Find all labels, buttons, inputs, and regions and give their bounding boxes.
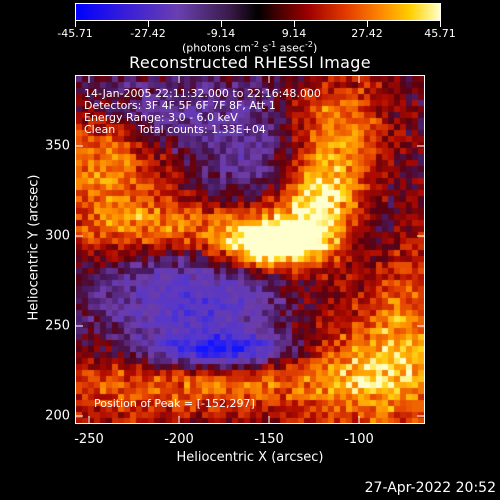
rhessi-image <box>76 76 424 423</box>
plot-area: 14-Jan-2005 22:11:32.000 to 22:16:48.000… <box>75 75 425 424</box>
x-tick-label: -250 <box>74 432 104 447</box>
colorbar-tick <box>440 21 441 27</box>
y-axis-title: Heliocentric Y (arcsec) <box>26 174 42 321</box>
y-tick-label: 250 <box>45 318 70 334</box>
overlay-method: Clean <box>84 123 116 136</box>
colorbar-tick-label: -9.14 <box>206 27 236 40</box>
overlay-peak-position: Position of Peak = [-152,297] <box>94 397 255 410</box>
colorbar-gradient <box>76 4 440 20</box>
x-tick-label: -100 <box>344 432 374 447</box>
x-axis-title: Heliocentric X (arcsec) <box>176 450 324 465</box>
timestamp: 27-Apr-2022 20:52 <box>364 480 496 496</box>
colorbar-tick-label: -45.71 <box>57 27 93 40</box>
y-tick-label: 350 <box>45 138 70 154</box>
overlay-energy-range: Energy Range: 3.0 - 6.0 keV <box>84 111 238 124</box>
colorbar <box>75 3 441 21</box>
x-tick-label: -200 <box>164 432 194 447</box>
colorbar-tick <box>367 21 368 27</box>
colorbar-tick-label: 45.71 <box>424 27 456 40</box>
colorbar-tick-label: -27.42 <box>130 27 166 40</box>
overlay-detectors: Detectors: 3F 4F 5F 6F 7F 8F, Att 1 <box>84 99 276 112</box>
x-tick-label: -150 <box>254 432 284 447</box>
y-tick-label: 300 <box>45 228 70 244</box>
colorbar-tick <box>75 21 76 27</box>
overlay-total-counts: Total counts: 1.33E+04 <box>138 123 266 136</box>
overlay-time-range: 14-Jan-2005 22:11:32.000 to 22:16:48.000 <box>84 87 321 100</box>
colorbar-tick <box>148 21 149 27</box>
colorbar-tick-label: 27.42 <box>351 27 383 40</box>
colorbar-tick-label: 9.14 <box>281 27 307 40</box>
colorbar-units: (photons cm-2 s-1 asec-2) <box>182 40 318 55</box>
y-tick-label: 200 <box>45 408 70 424</box>
colorbar-tick <box>294 21 295 27</box>
colorbar-tick <box>221 21 222 27</box>
plot-title: Reconstructed RHESSI Image <box>129 53 371 72</box>
